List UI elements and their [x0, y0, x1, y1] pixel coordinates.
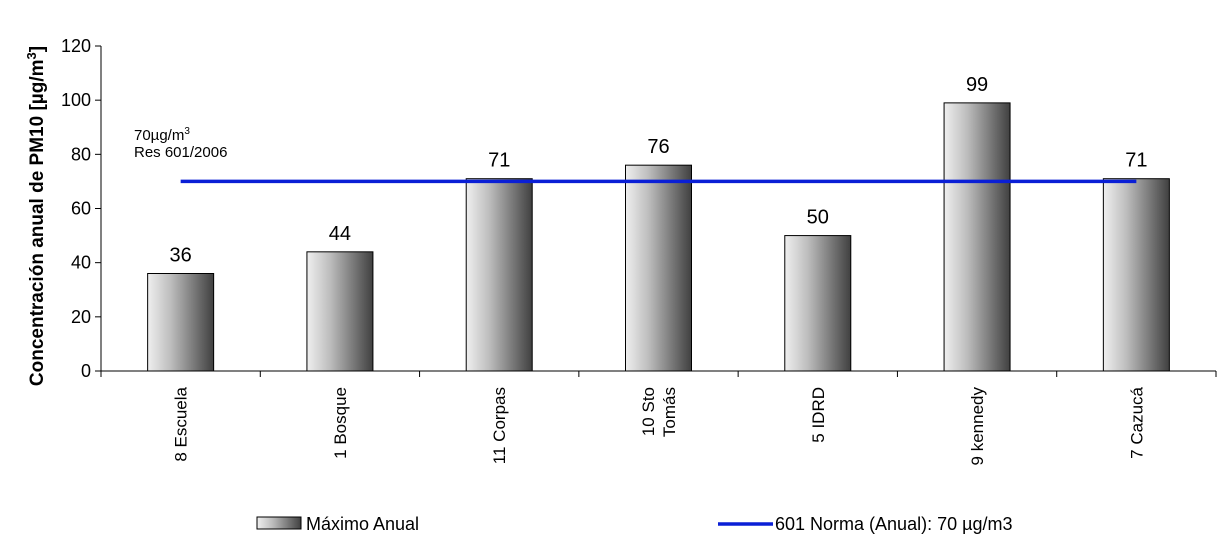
x-tick-label: 1 Bosque	[331, 387, 350, 459]
bar	[784, 235, 852, 372]
y-tick-label: 0	[81, 361, 91, 381]
y-tick-label: 80	[71, 144, 91, 164]
legend: Máximo Anual 601 Norma (Anual): 70 µg/m3	[256, 514, 1012, 534]
data-label: 44	[329, 223, 351, 245]
x-tick-label: 7 Cazucá	[1127, 386, 1146, 458]
data-label: 71	[1125, 150, 1147, 172]
annotation-line1: 70µg/m3	[134, 126, 190, 144]
data-label: 99	[966, 74, 988, 96]
data-label: 36	[170, 245, 192, 267]
data-label: 76	[647, 136, 669, 158]
y-tick-label: 100	[61, 90, 91, 110]
category-labels: 8 Escuela 1 Bosque 11 Corpas 10 Sto Tomás 5 I…	[172, 386, 1147, 465]
bar	[306, 251, 374, 372]
x-tick-label: 11 Corpas	[490, 387, 509, 464]
y-tick-label: 120	[61, 36, 91, 56]
y-axis: 0 20 40 60 80 100 120	[61, 36, 102, 381]
x-tick-label: Tomás	[660, 387, 679, 437]
data-labels: 36 44 71 76 50 99 71	[170, 74, 1148, 267]
y-tick-label: 60	[71, 199, 91, 219]
y-tick-label: 40	[71, 253, 91, 273]
x-tick-label: 9 kennedy	[968, 387, 987, 466]
bar	[465, 178, 533, 372]
y-axis-title: Concentración anual de PM10 [µg/m3]	[24, 46, 48, 386]
legend-label-norm: 601 Norma (Anual): 70 µg/m3	[775, 514, 1012, 534]
legend-swatch-bars	[256, 516, 302, 530]
bar	[147, 273, 215, 372]
bar	[943, 102, 1011, 372]
legend-label-bars: Máximo Anual	[306, 514, 419, 534]
y-tick-label: 20	[71, 307, 91, 327]
bar	[625, 164, 692, 372]
x-tick-label: 10 Sto	[639, 387, 658, 436]
norm-annotation: 70µg/m3 Res 601/2006	[134, 121, 227, 161]
bar-series	[147, 102, 1170, 372]
x-tick-label: 8 Escuela	[172, 386, 191, 461]
bar	[1102, 178, 1170, 372]
annotation-line2: Res 601/2006	[134, 144, 227, 161]
x-axis	[100, 370, 1217, 377]
data-label: 71	[488, 150, 510, 172]
x-tick-label: 5 IDRD	[809, 387, 828, 443]
data-label: 50	[807, 207, 829, 229]
